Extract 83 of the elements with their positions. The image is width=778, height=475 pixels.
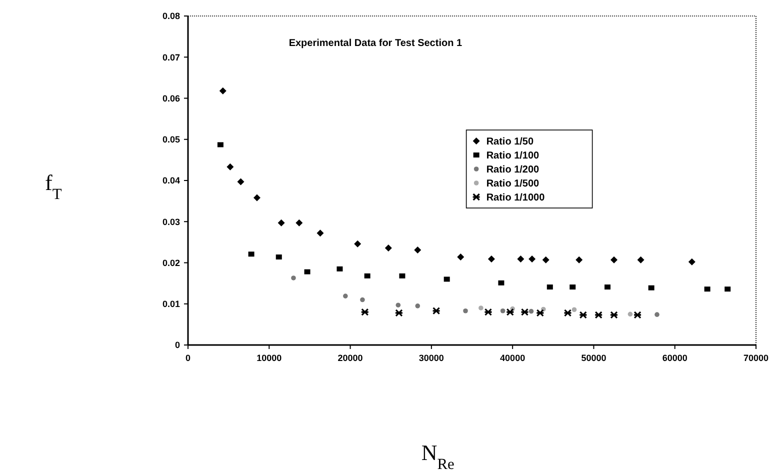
point [276, 254, 282, 260]
point [304, 269, 310, 274]
x-tick-label: 70000 [743, 353, 769, 363]
point [498, 280, 504, 286]
point [336, 266, 343, 272]
point [444, 276, 450, 282]
point [316, 230, 324, 237]
point [506, 308, 514, 316]
y-tick-label: 0.08 [162, 11, 180, 22]
point [226, 163, 234, 170]
point [594, 311, 603, 319]
point [278, 219, 285, 226]
text: Experimental Data for Test Section 1 [288, 38, 462, 49]
point [610, 311, 618, 319]
point [633, 311, 642, 319]
x-axis-title: N$_{Re}$ [421, 440, 455, 472]
point [217, 142, 224, 148]
y-axis-title: f$_{T}$ [45, 170, 62, 202]
point [546, 284, 553, 290]
x-tick-label: 10000 [256, 353, 282, 363]
point [488, 256, 495, 263]
point [637, 256, 644, 264]
point [528, 256, 536, 263]
point [704, 286, 710, 292]
point [572, 307, 577, 312]
y-tick-label: 0 [174, 340, 180, 350]
y-tick-label: 0.02 [162, 258, 180, 268]
point [536, 309, 544, 317]
point [432, 307, 441, 315]
point [688, 258, 696, 266]
y-tick-label: 0.03 [162, 216, 180, 227]
point [484, 308, 493, 316]
point [291, 276, 296, 280]
point [478, 306, 484, 310]
point [364, 273, 370, 278]
point [520, 308, 530, 316]
legend-label: Ratio 1/50 [486, 136, 534, 148]
point [570, 284, 576, 290]
x-tick-label: 30000 [418, 353, 444, 363]
point [500, 308, 506, 314]
point [604, 284, 611, 290]
point [384, 244, 392, 252]
x-tick-label: 0 [185, 353, 191, 363]
point [415, 304, 420, 308]
point [219, 87, 226, 94]
point [576, 256, 583, 264]
legend-label: Ratio 1/200 [486, 164, 540, 176]
point [628, 312, 633, 317]
point [457, 253, 464, 260]
legend-label: Ratio 1/1000 [486, 192, 546, 204]
y-tick-label: 0.06 [162, 93, 180, 104]
point [253, 194, 260, 202]
point [343, 294, 348, 298]
y-tick-label: 0.04 [162, 176, 180, 186]
point [354, 240, 362, 248]
point [414, 246, 422, 254]
x-tick-label: 60000 [662, 353, 688, 363]
point [648, 285, 654, 290]
point [399, 273, 406, 278]
point [296, 219, 303, 226]
point [528, 308, 534, 314]
point [563, 309, 572, 317]
point [360, 297, 365, 302]
legend-label: Ratio 1/100 [486, 150, 540, 162]
point [360, 308, 370, 316]
point [248, 252, 254, 257]
point [394, 309, 404, 317]
x-tick-label: 40000 [500, 353, 526, 363]
point [463, 308, 468, 314]
point [578, 311, 588, 319]
y-tick-label: 0.05 [162, 134, 180, 145]
point [237, 178, 244, 186]
point [396, 302, 401, 308]
point [724, 286, 731, 292]
point [517, 256, 524, 263]
point [654, 312, 660, 317]
y-tick-label: 0.07 [162, 52, 180, 62]
point [542, 256, 550, 264]
x-tick-label: 20000 [338, 353, 363, 363]
y-tick-label: 0.01 [162, 299, 180, 310]
legend-label: Ratio 1/500 [486, 178, 540, 190]
point [610, 256, 618, 264]
x-tick-label: 50000 [581, 353, 606, 363]
